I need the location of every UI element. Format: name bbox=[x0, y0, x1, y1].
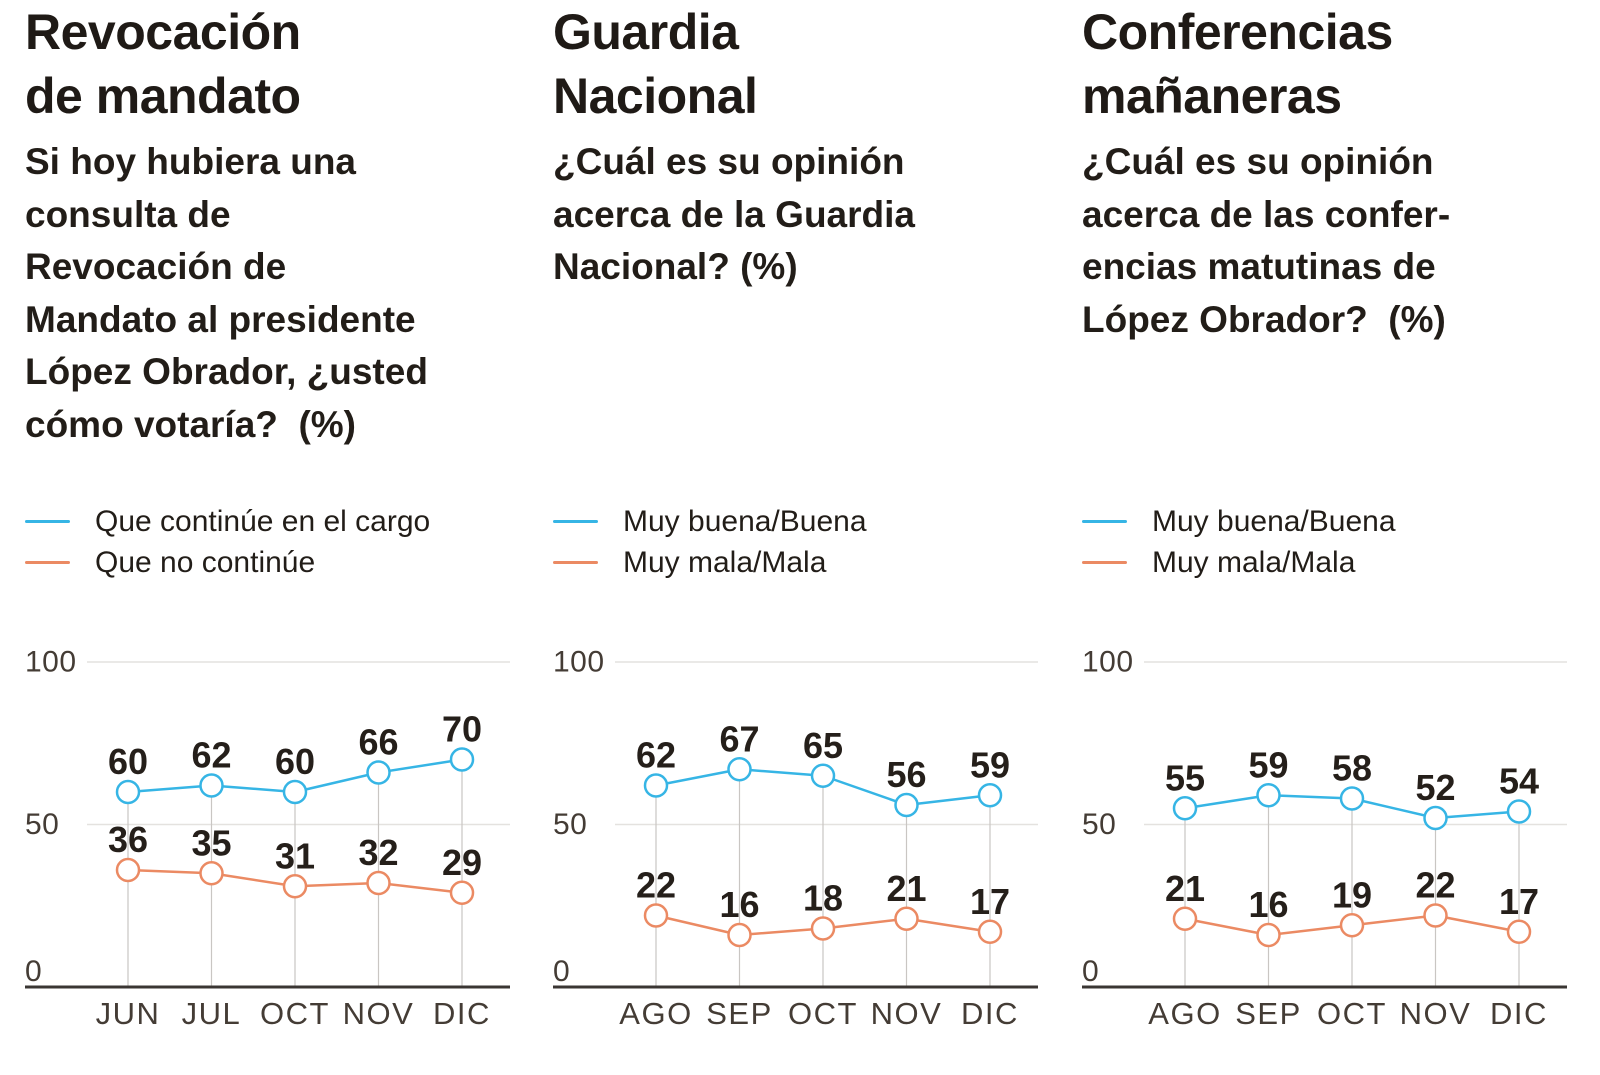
legend-swatch-mala bbox=[1082, 561, 1127, 564]
svg-text:JUL: JUL bbox=[182, 996, 242, 1031]
svg-text:50: 50 bbox=[553, 808, 587, 841]
panel-question: Si hoy hubiera una consulta de Revocació… bbox=[25, 141, 428, 445]
legend-label: Muy mala/Mala bbox=[1152, 545, 1356, 579]
line-chart-guardia-nacional: 0 50 100 62 67 65 56 59 22 16 18 21 17 AGO SEP OCT NOV DI… bbox=[553, 646, 1038, 1031]
legend-item: Muy mala/Mala bbox=[1082, 542, 1396, 583]
svg-text:18: 18 bbox=[803, 878, 843, 919]
svg-text:100: 100 bbox=[553, 646, 605, 679]
svg-text:16: 16 bbox=[719, 884, 759, 925]
svg-text:50: 50 bbox=[25, 808, 59, 841]
panel-title: Guardia Nacional bbox=[553, 4, 758, 124]
panel-revocacion-de-mandato: Revocación de mandato Si hoy hubiera una… bbox=[25, 0, 510, 1031]
svg-text:17: 17 bbox=[970, 881, 1010, 922]
svg-text:35: 35 bbox=[191, 822, 231, 863]
legend-swatch-buena bbox=[553, 520, 598, 523]
svg-text:AGO: AGO bbox=[619, 996, 692, 1031]
legend-item: Muy buena/Buena bbox=[1082, 501, 1396, 542]
svg-text:21: 21 bbox=[1165, 868, 1205, 909]
legend-label: Que no continúe bbox=[95, 545, 316, 579]
legend-item: Que no continúe bbox=[25, 542, 430, 583]
panel-guardia-nacional: Guardia Nacional ¿Cuál es su opinión ace… bbox=[553, 0, 1038, 1031]
svg-text:0: 0 bbox=[553, 955, 570, 988]
svg-text:70: 70 bbox=[442, 709, 482, 750]
svg-text:32: 32 bbox=[358, 832, 398, 873]
svg-text:29: 29 bbox=[442, 842, 482, 883]
svg-text:59: 59 bbox=[970, 744, 1010, 785]
svg-text:36: 36 bbox=[108, 819, 148, 860]
svg-text:SEP: SEP bbox=[706, 996, 773, 1031]
legend-item: Que continúe en el cargo bbox=[25, 501, 430, 542]
svg-text:62: 62 bbox=[636, 735, 676, 776]
legend-swatch-buena bbox=[1082, 520, 1127, 523]
svg-text:52: 52 bbox=[1415, 767, 1455, 808]
svg-text:DIC: DIC bbox=[961, 996, 1019, 1031]
panel-question: ¿Cuál es su opinión acerca de las confer… bbox=[1082, 141, 1451, 340]
legend-swatch-continue bbox=[25, 520, 70, 523]
svg-text:DIC: DIC bbox=[1490, 996, 1548, 1031]
legend-swatch-no-continue bbox=[25, 561, 70, 564]
legend-item: Muy mala/Mala bbox=[553, 542, 867, 583]
svg-text:OCT: OCT bbox=[788, 996, 858, 1031]
panel-title: Conferencias mañaneras bbox=[1082, 4, 1393, 124]
svg-text:50: 50 bbox=[1082, 808, 1116, 841]
svg-text:OCT: OCT bbox=[1317, 996, 1387, 1031]
svg-text:58: 58 bbox=[1332, 748, 1372, 789]
panel-conferencias-mananeras: Conferencias mañaneras ¿Cuál es su opini… bbox=[1082, 0, 1567, 1031]
svg-text:17: 17 bbox=[1499, 881, 1539, 922]
legend-label: Muy buena/Buena bbox=[623, 504, 867, 538]
legend-label: Que continúe en el cargo bbox=[95, 504, 431, 538]
panel-question: ¿Cuál es su opinión acerca de la Guardia… bbox=[553, 141, 915, 288]
svg-text:OCT: OCT bbox=[260, 996, 330, 1031]
legend-swatch-mala bbox=[553, 561, 598, 564]
line-chart-revocacion: 0 50 100 60 62 60 66 70 36 35 31 32 29 JUN JUL OCT NOV DI… bbox=[25, 646, 510, 1031]
svg-text:21: 21 bbox=[886, 868, 926, 909]
legend: Muy buena/Buena Muy mala/Mala bbox=[1082, 501, 1396, 583]
line-chart-conferencias: 0 50 100 55 59 58 52 54 21 16 19 22 17 AGO SEP OCT NOV DI… bbox=[1082, 646, 1567, 1031]
svg-text:NOV: NOV bbox=[343, 996, 415, 1031]
svg-text:60: 60 bbox=[275, 741, 315, 782]
svg-text:0: 0 bbox=[1082, 955, 1099, 988]
svg-text:0: 0 bbox=[25, 955, 42, 988]
svg-text:60: 60 bbox=[108, 741, 148, 782]
svg-text:NOV: NOV bbox=[1400, 996, 1472, 1031]
svg-text:JUN: JUN bbox=[96, 996, 161, 1031]
svg-text:19: 19 bbox=[1332, 874, 1372, 915]
svg-text:62: 62 bbox=[191, 735, 231, 776]
svg-text:16: 16 bbox=[1248, 884, 1288, 925]
legend-label: Muy buena/Buena bbox=[1152, 504, 1396, 538]
svg-text:54: 54 bbox=[1499, 761, 1539, 802]
svg-text:22: 22 bbox=[1415, 865, 1455, 906]
svg-text:65: 65 bbox=[803, 725, 843, 766]
svg-text:100: 100 bbox=[25, 646, 77, 679]
svg-text:56: 56 bbox=[886, 754, 926, 795]
legend-label: Muy mala/Mala bbox=[623, 545, 827, 579]
svg-text:NOV: NOV bbox=[871, 996, 943, 1031]
legend: Muy buena/Buena Muy mala/Mala bbox=[553, 501, 867, 583]
svg-text:67: 67 bbox=[719, 718, 759, 759]
svg-text:55: 55 bbox=[1165, 757, 1205, 798]
legend: Que continúe en el cargo Que no continúe bbox=[25, 501, 430, 583]
legend-item: Muy buena/Buena bbox=[553, 501, 867, 542]
svg-text:66: 66 bbox=[358, 722, 398, 763]
svg-text:SEP: SEP bbox=[1235, 996, 1302, 1031]
svg-text:100: 100 bbox=[1082, 646, 1134, 679]
svg-text:AGO: AGO bbox=[1148, 996, 1221, 1031]
panel-title: Revocación de mandato bbox=[25, 4, 301, 124]
svg-text:22: 22 bbox=[636, 865, 676, 906]
svg-text:31: 31 bbox=[275, 835, 315, 876]
svg-text:DIC: DIC bbox=[433, 996, 491, 1031]
svg-text:59: 59 bbox=[1248, 744, 1288, 785]
